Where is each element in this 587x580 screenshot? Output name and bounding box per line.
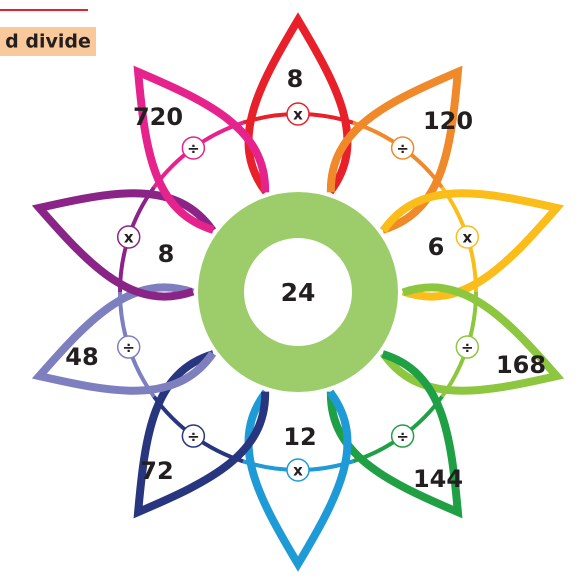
operator: ÷ [396, 139, 409, 157]
header-title: d divide [5, 31, 91, 53]
operator: ÷ [187, 428, 200, 446]
operator: ÷ [396, 428, 409, 446]
operator: x [293, 106, 303, 124]
operator: ÷ [461, 339, 474, 357]
petal-number: 48 [65, 343, 98, 371]
operator: ÷ [187, 139, 200, 157]
petal-number: 168 [496, 351, 546, 379]
petal-number: 8 [158, 240, 175, 268]
petal-number: 72 [140, 457, 173, 485]
operator: ÷ [122, 339, 135, 357]
operator: x [124, 228, 134, 246]
petal-number: 120 [423, 107, 473, 135]
petal-number: 144 [413, 465, 463, 493]
center-number: 24 [281, 278, 316, 307]
petal-number: 8 [287, 65, 304, 93]
petal-number: 6 [428, 233, 445, 261]
petal-number: 720 [133, 103, 183, 131]
operator: x [462, 228, 472, 246]
operator: x [293, 462, 303, 480]
petal-number: 12 [283, 423, 316, 451]
flower-diagram: d divide 24 x8÷120x6÷168÷144x12÷72÷48x8÷… [0, 0, 587, 580]
